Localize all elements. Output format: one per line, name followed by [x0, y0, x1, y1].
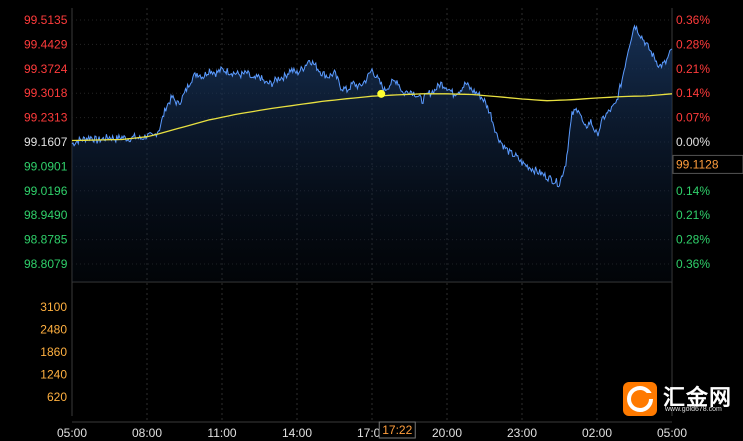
price-tick-label: 99.4429	[24, 37, 68, 51]
percent-tick-label: 0.07%	[676, 111, 710, 125]
time-axis-labels: 05:00 08:00 11:00 14:00 17:00 20:00 23:00 02:00…	[57, 426, 687, 440]
price-line	[71, 24, 673, 188]
current-price-label: 99.1128	[676, 157, 719, 171]
volume-tick-label: 1860	[40, 345, 67, 359]
percent-tick-label: 0.14%	[676, 184, 710, 198]
time-tick-label: 05:00	[657, 426, 687, 440]
percent-tick-label: 0.21%	[676, 62, 710, 76]
price-tick-label: 99.2313	[24, 111, 68, 125]
time-tick-label: 05:00	[57, 426, 87, 440]
price-tick-label: 99.3018	[24, 86, 68, 100]
price-tick-label: 99.0901	[24, 159, 68, 173]
price-axis-labels: 99.5135 99.4429 99.3724 99.3018 99.2313 99.16…	[24, 13, 68, 271]
brand-name: 汇金网	[663, 385, 733, 410]
brand-logo-icon	[623, 382, 657, 416]
overlay-marks: 17:22	[377, 89, 416, 439]
percent-tick-label: 0.28%	[676, 37, 710, 51]
time-tick-label: 20:00	[432, 426, 462, 440]
crosshair-time-box	[378, 421, 416, 439]
time-tick-label: 11:00	[207, 426, 236, 440]
percent-tick-label: 0.21%	[676, 208, 710, 222]
price-tick-label: 99.0196	[24, 184, 68, 198]
brand-url: www.gold678.com	[665, 406, 722, 413]
price-area	[72, 25, 672, 283]
current-price-box	[672, 154, 743, 174]
time-tick-label: 23:00	[507, 426, 537, 440]
average-line	[71, 93, 673, 142]
percent-tick-label: 0.36%	[676, 257, 710, 271]
price-tick-label: 99.3724	[24, 62, 68, 76]
price-tick-label: 98.8079	[24, 257, 68, 271]
price-tick-label: 98.9490	[24, 208, 68, 222]
time-tick-label: 14:00	[282, 426, 312, 440]
percent-axis-labels: 0.36% 0.28% 0.21% 0.14% 0.07% 0.00% 0.14% 0.21%…	[672, 13, 743, 271]
price-area-fill	[72, 25, 672, 283]
volume-tick-label: 3100	[40, 300, 67, 314]
price-tick-label: 99.1607	[24, 135, 68, 149]
brand-logo: 汇金网 www.gold678.com	[621, 379, 739, 419]
percent-tick-label: 0.28%	[676, 233, 710, 247]
series-lines	[71, 24, 673, 188]
percent-tick-label: 0.00%	[676, 135, 710, 149]
volume-tick-label: 1240	[40, 368, 67, 382]
crosshair-time-label: 17:22	[382, 423, 412, 437]
percent-tick-label: 0.36%	[676, 13, 710, 27]
volume-tick-label: 620	[47, 390, 67, 404]
percent-tick-label: 0.14%	[676, 86, 710, 100]
price-tick-label: 98.8785	[24, 233, 68, 247]
time-tick-label: 02:00	[582, 426, 612, 440]
volume-axis-labels: 3100 2480 1860 1240 620	[40, 300, 67, 404]
price-tick-label: 99.5135	[24, 13, 68, 27]
volume-tick-label: 2480	[40, 323, 67, 337]
time-tick-label: 08:00	[132, 426, 162, 440]
crosshair-marker	[377, 89, 386, 98]
